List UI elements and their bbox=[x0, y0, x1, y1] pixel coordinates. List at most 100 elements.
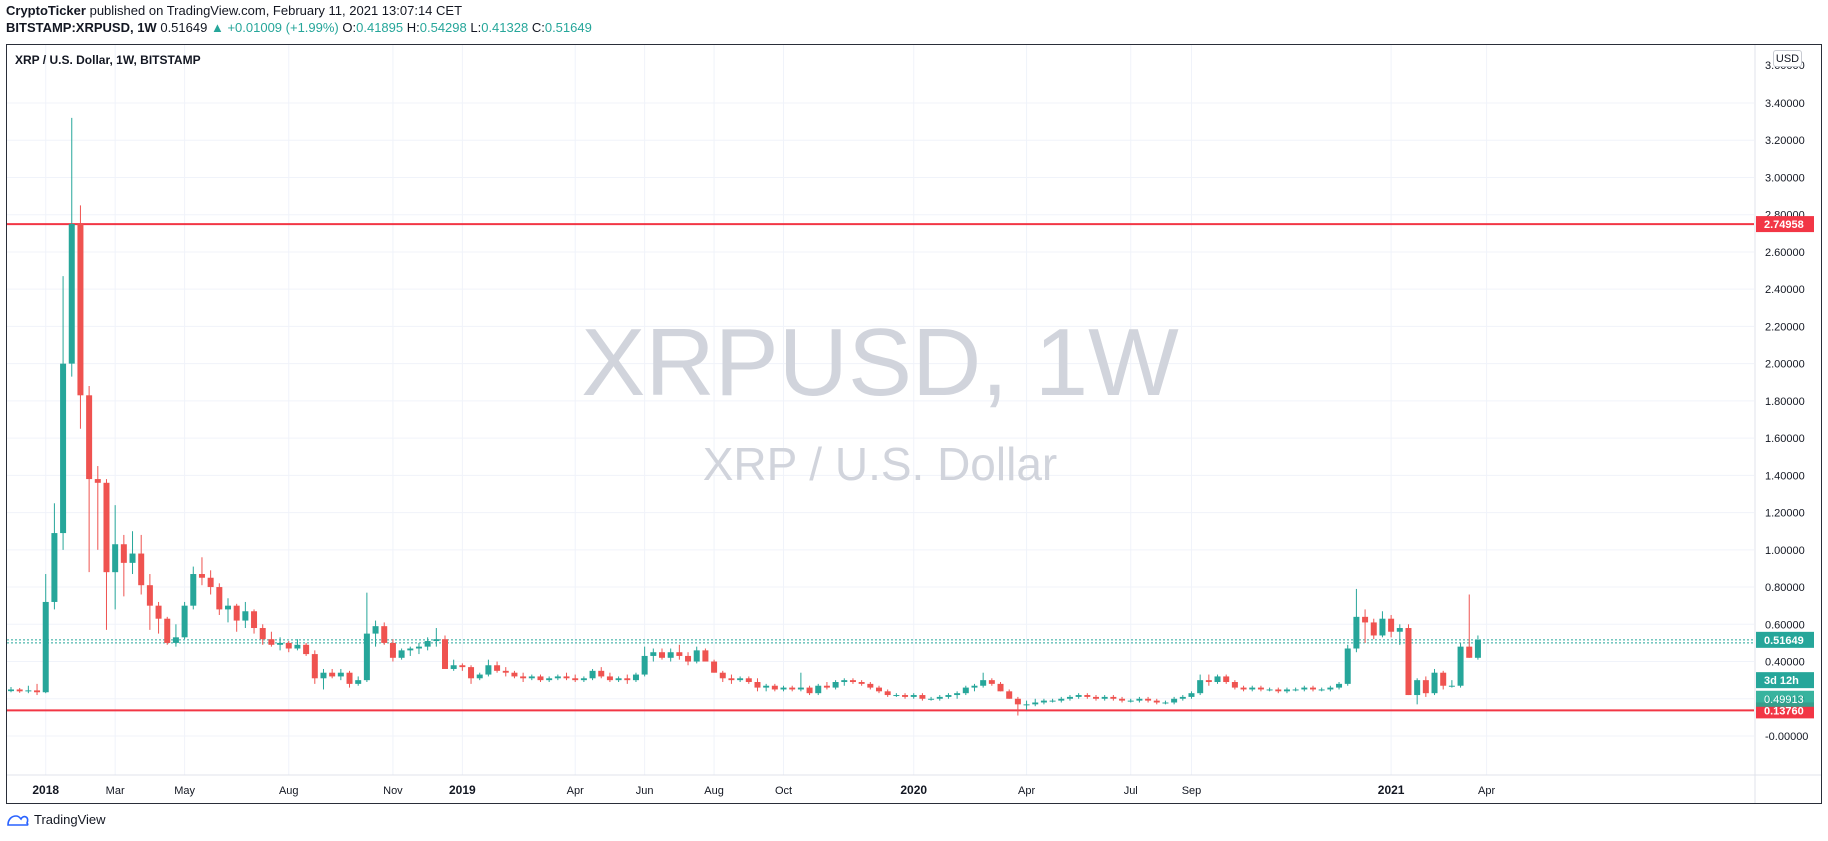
candle-body bbox=[1136, 698, 1143, 701]
candle-body bbox=[1040, 700, 1047, 703]
price-tick-label: 1.40000 bbox=[1765, 470, 1805, 482]
candle-body bbox=[1093, 696, 1099, 699]
time-tick-label: Aug bbox=[279, 785, 299, 797]
candle-body bbox=[129, 553, 136, 563]
price-tick-label: 2.60000 bbox=[1765, 247, 1805, 259]
candle-body bbox=[980, 680, 987, 686]
candle-body bbox=[1119, 698, 1126, 701]
candle-body bbox=[485, 665, 492, 675]
candle-body bbox=[1197, 680, 1204, 694]
candle-body bbox=[25, 690, 32, 692]
candle-body bbox=[259, 628, 266, 640]
candle-body bbox=[1058, 698, 1065, 701]
candle-body bbox=[355, 680, 362, 684]
countdown-tag: 3d 12h bbox=[1764, 675, 1799, 687]
candle-body bbox=[945, 695, 952, 697]
price-tick-label: 1.80000 bbox=[1765, 396, 1805, 408]
price-tick-label: 2.20000 bbox=[1765, 321, 1805, 333]
candle-body bbox=[1327, 687, 1334, 690]
candle-body bbox=[60, 363, 67, 534]
candle-body bbox=[16, 689, 23, 692]
currency-button[interactable]: USD bbox=[1773, 50, 1802, 67]
candle-body bbox=[1205, 680, 1212, 683]
candle-body bbox=[8, 689, 14, 692]
candle-body bbox=[103, 482, 110, 573]
candle-body bbox=[815, 685, 822, 694]
candle-body bbox=[1275, 689, 1282, 692]
candle-body bbox=[1388, 618, 1395, 632]
candle-body bbox=[797, 687, 804, 690]
candle-body bbox=[1405, 628, 1412, 696]
secondary-price-tag-bg bbox=[1756, 690, 1814, 707]
candle-body bbox=[112, 544, 119, 573]
candle-body bbox=[346, 672, 353, 684]
candle-body bbox=[1344, 648, 1351, 684]
time-tick-label: 2020 bbox=[900, 783, 927, 797]
candle-body bbox=[120, 544, 127, 563]
candle-body bbox=[919, 695, 926, 699]
tradingview-brand: TradingView bbox=[34, 812, 106, 827]
candle-body bbox=[329, 672, 336, 677]
candle-body bbox=[884, 691, 891, 696]
candle-body bbox=[311, 654, 318, 679]
publisher-name[interactable]: CryptoTicker bbox=[6, 3, 86, 18]
candle-body bbox=[1310, 687, 1316, 690]
candle-body bbox=[94, 479, 101, 483]
candle-body bbox=[754, 682, 761, 688]
candle-body bbox=[745, 678, 752, 683]
candle-body bbox=[580, 678, 587, 681]
candle-body bbox=[1257, 687, 1264, 690]
candle-body bbox=[77, 224, 84, 396]
candle-body bbox=[841, 680, 848, 683]
candle-body bbox=[389, 642, 396, 658]
candle-body bbox=[164, 618, 171, 643]
candle-body bbox=[468, 667, 475, 679]
price-tick-label: 1.60000 bbox=[1765, 433, 1805, 445]
candle-body bbox=[1422, 680, 1429, 694]
close-label: C: bbox=[531, 20, 545, 35]
candle-body bbox=[823, 685, 830, 688]
candle-body bbox=[711, 661, 718, 673]
candle-body bbox=[1396, 628, 1403, 632]
candle-body bbox=[1006, 691, 1013, 699]
candle-body bbox=[867, 683, 874, 688]
candle-body bbox=[225, 605, 231, 610]
price-tick-label: 2.40000 bbox=[1765, 284, 1805, 296]
candle-body bbox=[251, 611, 258, 629]
ohlc-header: BITSTAMP:XRPUSD, 1W 0.51649 ▲ +0.01009 (… bbox=[6, 20, 592, 35]
time-tick-label: 2019 bbox=[449, 783, 476, 797]
last-price: 0.51649 bbox=[160, 20, 208, 35]
candle-body bbox=[728, 678, 735, 681]
high-label: H: bbox=[406, 20, 420, 35]
candle-body bbox=[988, 680, 995, 684]
candle-body bbox=[294, 644, 301, 649]
close-value: 0.51649 bbox=[544, 20, 592, 35]
publish-text: published on TradingView.com, February 1… bbox=[89, 3, 463, 18]
candle-body bbox=[676, 652, 683, 656]
candle-body bbox=[511, 672, 518, 677]
candle-body bbox=[858, 682, 865, 684]
price-tick-label: 0.80000 bbox=[1765, 582, 1805, 594]
candle-body bbox=[1440, 672, 1447, 686]
countdown-tag-bg bbox=[1756, 672, 1814, 689]
candle-body bbox=[433, 639, 440, 642]
candle-body bbox=[1431, 672, 1438, 694]
candle-body bbox=[42, 601, 49, 693]
candle-body bbox=[789, 687, 796, 690]
candle-body bbox=[502, 670, 509, 673]
time-tick-label: 2018 bbox=[32, 783, 59, 797]
tradingview-footer[interactable]: TradingView bbox=[6, 812, 106, 827]
price-tick-label: 0.40000 bbox=[1765, 657, 1805, 669]
candle-body bbox=[546, 678, 553, 681]
candle-body bbox=[537, 676, 544, 681]
candle-body bbox=[659, 652, 665, 658]
candle-body bbox=[1153, 700, 1160, 703]
candle-body bbox=[1466, 646, 1473, 658]
candle-body bbox=[268, 639, 275, 645]
price-tick-label: 0.60000 bbox=[1765, 619, 1805, 631]
candle-body bbox=[719, 672, 726, 679]
candle-body bbox=[1214, 676, 1221, 683]
candle-body bbox=[624, 678, 631, 681]
candle-body bbox=[849, 680, 856, 683]
